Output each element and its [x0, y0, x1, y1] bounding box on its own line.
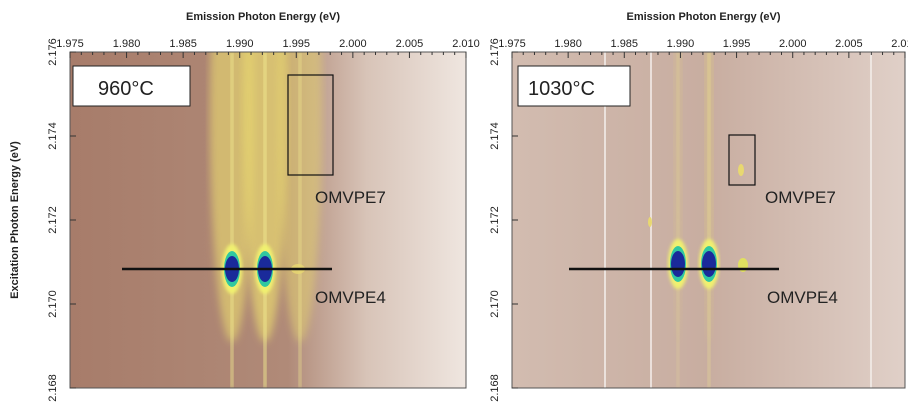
y-tick-label: 2.168: [47, 374, 59, 402]
panel: 1.975 1.980 1.985 1.990 1.995 2.000 2.005 2.010…: [489, 11, 908, 402]
temperature-label: 1030°C: [528, 78, 595, 100]
emission-line: [263, 52, 267, 388]
x-tick-label: 2.010: [452, 38, 480, 50]
emission-line: [676, 52, 680, 388]
x-tick-label: 2.005: [396, 38, 424, 50]
x-tick-label: 1.975: [56, 38, 84, 50]
sample-label: OMVPE7: [315, 188, 386, 207]
peak-core: [702, 251, 716, 277]
region-box: [728, 134, 756, 186]
stripe: [604, 52, 606, 388]
sample-label: OMVPE7: [765, 188, 836, 207]
x-tick-label: 1.995: [723, 38, 751, 50]
y-tick-label: 2.176: [47, 38, 59, 66]
heatmap: [512, 52, 905, 388]
x-axis-title: Emission Photon Energy (eV): [186, 11, 340, 23]
x-tick-label: 1.980: [113, 38, 141, 50]
peak-core: [671, 251, 685, 277]
emission-line: [230, 52, 234, 388]
heatmap: [70, 52, 466, 388]
y-tick-label: 2.170: [489, 290, 501, 318]
y-tick-label: 2.172: [489, 206, 501, 234]
emission-line: [298, 52, 302, 388]
x-tick-label: 1.985: [611, 38, 639, 50]
y-tick-label: 2.174: [47, 122, 59, 150]
x-tick-label: 2.000: [779, 38, 807, 50]
x-tick-label: 1.990: [667, 38, 695, 50]
emission-line: [707, 52, 711, 388]
temperature-box: [517, 65, 631, 107]
stripe: [870, 52, 872, 388]
temperature-label: 960°C: [98, 78, 154, 100]
region-box: [287, 74, 334, 176]
x-tick-label: 1.975: [498, 38, 526, 50]
panel: 1.975 1.980 1.985 1.990 1.995 2.000 2.005 2.010…: [9, 11, 480, 402]
sample-label: OMVPE4: [315, 288, 386, 307]
weak-peak: [648, 217, 652, 227]
x-tick-label: 2.010: [891, 38, 908, 50]
weak-peak: [738, 164, 744, 176]
temperature-box: [72, 65, 191, 107]
x-tick-label: 2.000: [339, 38, 367, 50]
x-tick-label: 1.985: [169, 38, 197, 50]
sample-label: OMVPE4: [767, 288, 838, 307]
y-tick-label: 2.168: [489, 374, 501, 402]
x-tick-label: 1.980: [554, 38, 582, 50]
x-tick-label: 1.990: [226, 38, 254, 50]
x-tick-label: 2.005: [835, 38, 863, 50]
y-tick-label: 2.174: [489, 122, 501, 150]
y-tick-label: 2.176: [489, 38, 501, 66]
y-tick-label: 2.172: [47, 206, 59, 234]
x-tick-label: 1.995: [283, 38, 311, 50]
y-tick-label: 2.170: [47, 290, 59, 318]
y-axis-title: Excitation Photon Energy (eV): [9, 141, 21, 299]
x-axis-title: Emission Photon Energy (eV): [626, 11, 780, 23]
